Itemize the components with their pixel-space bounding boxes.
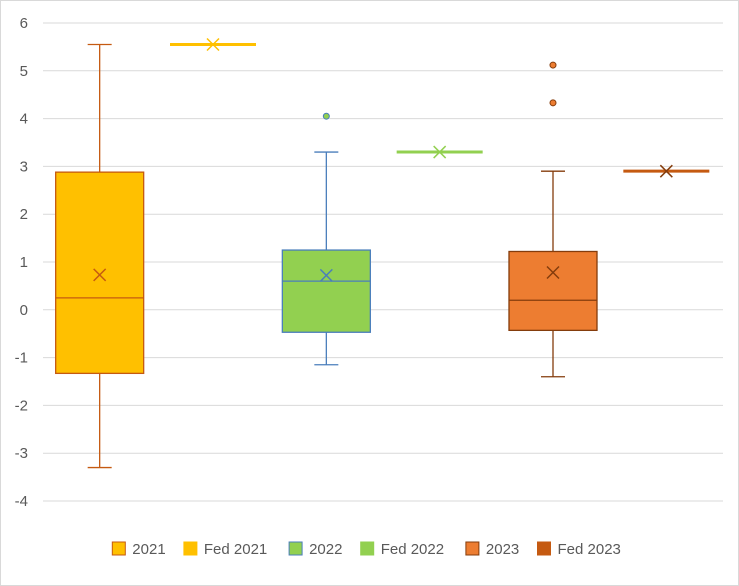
- outlier-point-2023: [549, 61, 557, 69]
- y-tick-label: 3: [20, 158, 28, 175]
- y-tick-label: 1: [20, 254, 28, 271]
- mean-marker-2023: [546, 265, 560, 280]
- legend-label-2023: 2023: [486, 541, 519, 558]
- value-marker-fed-2023: [659, 164, 673, 178]
- y-tick-label: -4: [15, 493, 28, 510]
- y-tick-label: 4: [20, 111, 28, 128]
- outlier-point-2023: [549, 99, 557, 107]
- box-2023: [508, 250, 598, 332]
- box-2021: [55, 171, 145, 375]
- legend-label-2022: 2022: [309, 541, 342, 558]
- legend-swatch-fed-2022: [360, 541, 375, 556]
- y-tick-label: -3: [15, 445, 28, 462]
- legend-label-fed-2023: Fed 2023: [558, 541, 621, 558]
- mean-marker-2022: [319, 268, 333, 282]
- y-tick-label: -2: [15, 397, 28, 414]
- value-marker-fed-2022: [433, 145, 447, 159]
- mean-marker-2021: [93, 268, 107, 282]
- y-tick-label: 0: [20, 302, 28, 319]
- legend-swatch-2021: [111, 541, 126, 556]
- y-tick-label: 2: [20, 206, 28, 223]
- legend-swatch-fed-2021: [183, 541, 198, 556]
- box-2022: [281, 249, 371, 333]
- legend-swatch-2023: [465, 541, 480, 556]
- legend-label-fed-2022: Fed 2022: [381, 541, 444, 558]
- legend-swatch-2022: [288, 541, 303, 556]
- legend-label-2021: 2021: [132, 541, 165, 558]
- value-marker-fed-2021: [206, 37, 220, 52]
- y-tick-label: -1: [15, 350, 28, 367]
- y-tick-label: 6: [20, 15, 28, 32]
- outlier-point-2022: [322, 112, 330, 120]
- legend-label-fed-2021: Fed 2021: [204, 541, 267, 558]
- legend-swatch-fed-2023: [537, 541, 551, 556]
- y-tick-label: 5: [20, 63, 28, 80]
